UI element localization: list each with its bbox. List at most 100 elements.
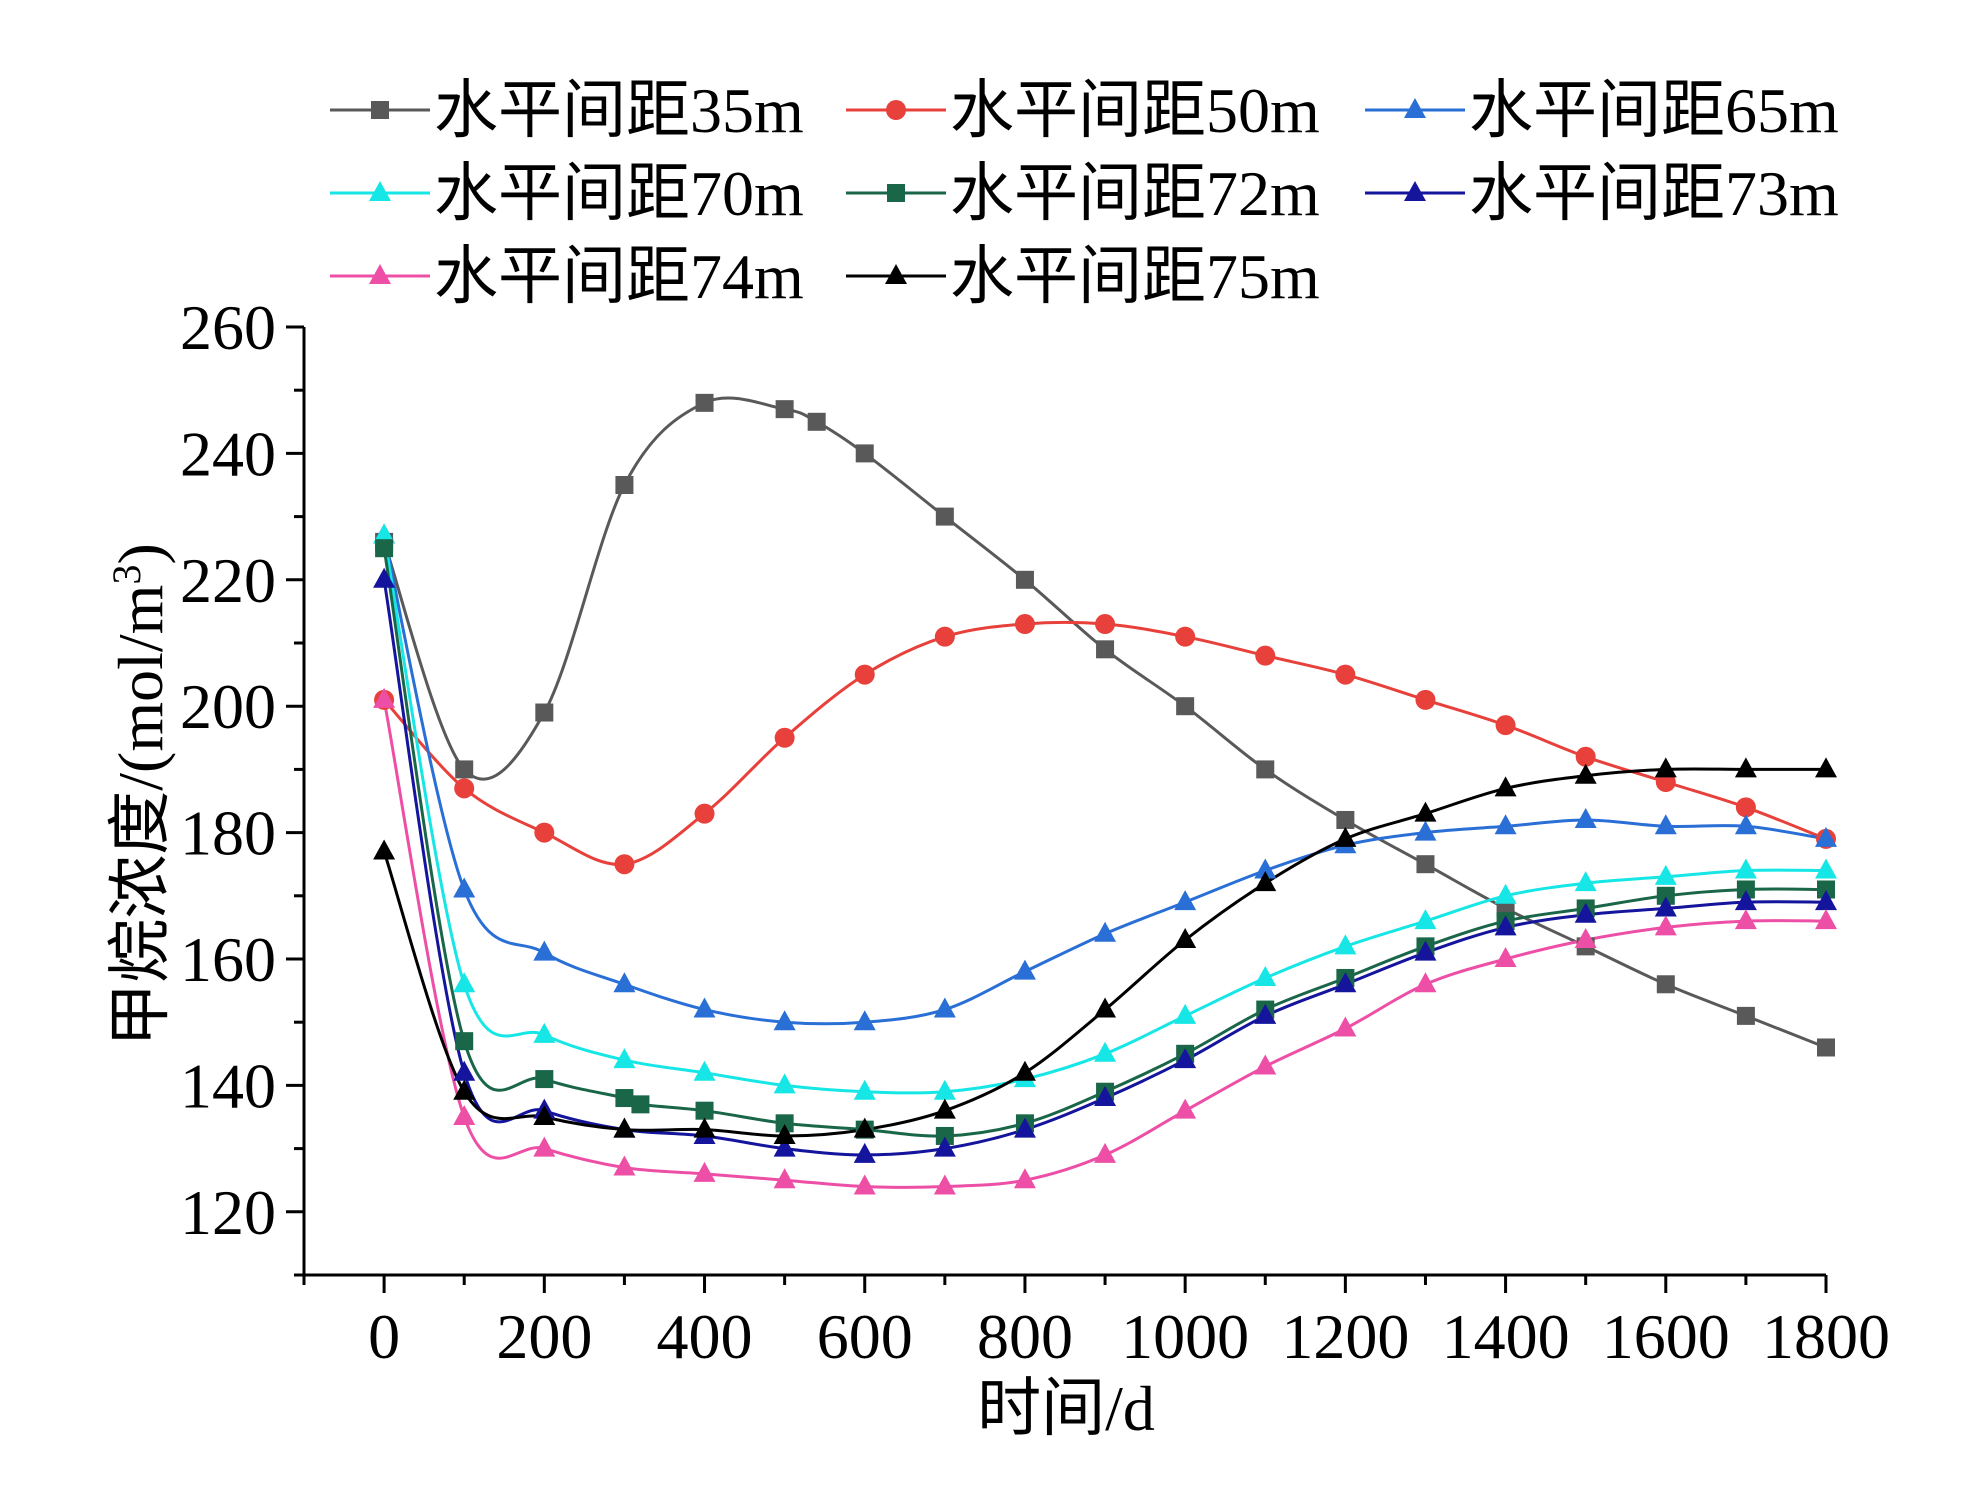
data-point-series-1	[935, 507, 954, 526]
data-point-series-3	[1254, 858, 1277, 879]
x-tick-label: 800	[977, 1301, 1073, 1372]
data-point-series-4	[1094, 1041, 1117, 1062]
plot-markers	[373, 393, 1837, 1195]
x-tick-label: 1200	[1281, 1301, 1409, 1372]
legend-marker	[371, 101, 389, 119]
data-point-series-1	[1256, 760, 1275, 779]
data-point-series-8	[1734, 757, 1757, 778]
data-point-series-6	[1254, 1003, 1277, 1024]
data-point-series-4	[1254, 965, 1277, 986]
data-point-series-6	[1174, 1048, 1197, 1069]
data-point-series-4	[1734, 858, 1757, 879]
data-point-series-4	[533, 1022, 556, 1043]
y-tick-label: 120	[180, 1177, 276, 1248]
data-point-series-7	[533, 1136, 556, 1157]
data-point-series-8	[1254, 871, 1277, 892]
data-point-series-6	[453, 1060, 476, 1081]
legend-marker	[886, 100, 906, 120]
data-point-series-1	[455, 760, 474, 779]
data-point-series-4	[1654, 864, 1677, 885]
legend-label: 水平间距75m	[950, 241, 1320, 312]
data-point-series-6	[1334, 972, 1357, 993]
series-line-6	[382, 579, 1827, 1157]
series-line-8	[382, 767, 1826, 1138]
data-point-series-7	[1414, 972, 1437, 993]
legend: 水平间距35m 水平间距50m 水平间距65m 水平间距70m 水平间距72m 水平间距7…	[330, 75, 1839, 312]
data-point-series-2	[934, 626, 955, 647]
data-point-series-7	[453, 1105, 476, 1125]
y-tick-label: 180	[180, 798, 276, 869]
data-point-series-4	[1174, 1003, 1197, 1024]
x-tick-label: 1400	[1442, 1301, 1570, 1372]
data-point-series-4	[613, 1048, 636, 1069]
data-point-series-3	[1494, 814, 1517, 835]
data-point-series-7	[1334, 1016, 1357, 1037]
data-point-series-4	[453, 972, 476, 993]
y-tick-label: 140	[180, 1050, 276, 1121]
y-axis-title-superscript: 3	[104, 565, 149, 585]
y-axis-title-end: )	[105, 543, 176, 564]
data-point-series-1	[1416, 855, 1435, 874]
legend-item-7: 水平间距74m	[330, 241, 804, 312]
data-point-series-4	[1334, 934, 1357, 955]
legend-label: 水平间距72m	[950, 158, 1320, 229]
data-point-series-7	[373, 687, 396, 708]
y-tick-label: 160	[180, 924, 276, 995]
data-point-series-8	[613, 1117, 636, 1138]
legend-label: 水平间距50m	[950, 75, 1320, 146]
data-point-series-1	[1817, 1038, 1835, 1057]
data-point-series-1	[1015, 570, 1034, 589]
legend-marker	[885, 264, 907, 284]
x-tick-label: 1800	[1762, 1301, 1890, 1372]
data-point-series-8	[1494, 776, 1517, 797]
data-point-series-3	[693, 997, 716, 1018]
data-point-series-8	[1094, 997, 1117, 1018]
data-point-series-3	[1414, 820, 1437, 841]
data-point-series-5	[535, 1070, 554, 1089]
x-tick-label: 400	[657, 1301, 753, 1372]
x-tick-label: 200	[496, 1301, 592, 1372]
legend-item-2: 水平间距50m	[846, 75, 1320, 146]
data-point-series-7	[1815, 909, 1837, 930]
data-point-series-6	[1734, 890, 1757, 911]
data-point-series-3	[773, 1010, 796, 1031]
data-point-series-3	[853, 1010, 876, 1031]
legend-marker	[1404, 98, 1426, 118]
data-point-series-3	[453, 877, 476, 898]
legend-marker	[887, 184, 905, 202]
data-point-series-2	[614, 854, 635, 875]
data-point-series-4	[853, 1079, 876, 1100]
data-point-series-8	[1414, 801, 1437, 822]
data-point-series-2	[1495, 715, 1516, 736]
data-point-series-7	[1574, 928, 1597, 949]
data-point-series-5	[695, 1101, 714, 1120]
data-point-series-1	[615, 476, 634, 494]
data-point-series-2	[694, 803, 715, 824]
data-point-series-6	[1494, 915, 1517, 936]
data-point-series-8	[1574, 763, 1597, 784]
data-point-series-2	[1255, 645, 1276, 666]
data-point-series-8	[1013, 1060, 1036, 1081]
data-point-series-2	[1335, 664, 1356, 685]
data-point-series-8	[933, 1098, 956, 1119]
y-tick-label: 240	[180, 418, 276, 489]
y-tick-label: 200	[180, 671, 276, 742]
x-tick-label: 1000	[1121, 1301, 1249, 1372]
data-point-series-1	[695, 393, 714, 412]
data-point-series-7	[613, 1155, 636, 1176]
data-point-series-3	[613, 972, 636, 993]
data-point-series-8	[693, 1117, 716, 1138]
data-point-series-5	[615, 1089, 634, 1108]
data-point-series-1	[855, 444, 874, 463]
data-point-series-8	[1654, 757, 1677, 778]
data-point-series-2	[534, 822, 555, 843]
data-point-series-7	[1094, 1142, 1117, 1163]
data-point-series-8	[373, 839, 396, 860]
data-point-series-6	[1815, 890, 1837, 911]
plot-lines	[382, 396, 1827, 1189]
series-line-1	[382, 396, 1827, 1049]
x-axis-title: 时间/d	[977, 1373, 1155, 1444]
data-point-series-7	[693, 1161, 716, 1182]
data-point-series-7	[1174, 1098, 1197, 1119]
data-point-series-4	[1414, 909, 1437, 930]
